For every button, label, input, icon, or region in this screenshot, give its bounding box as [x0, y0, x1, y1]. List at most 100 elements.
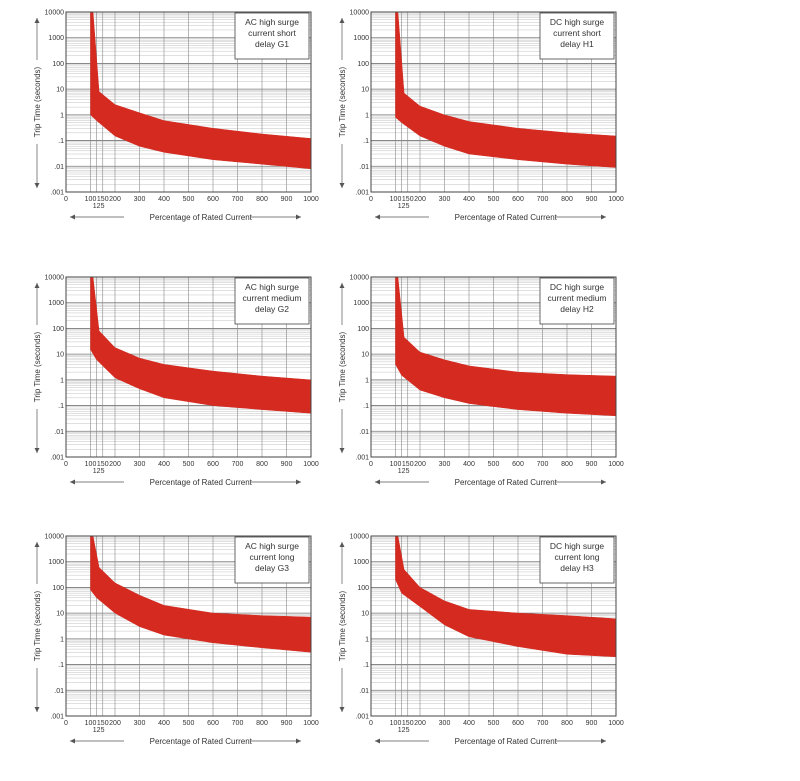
x-tick-label: 100 — [85, 461, 97, 468]
y-arrowhead-bottom — [339, 448, 345, 453]
y-tick-label: .1 — [58, 662, 64, 669]
x-tick-label: 600 — [207, 196, 219, 203]
y-tick-label: 10000 — [45, 534, 65, 541]
y-tick-label: 1 — [365, 636, 369, 643]
x-tick-label-extra: 125 — [93, 203, 105, 210]
y-tick-label: .1 — [363, 662, 369, 669]
y-tick-label: 1 — [60, 636, 64, 643]
x-tick-label: 200 — [414, 720, 426, 727]
x-tick-label: 600 — [207, 720, 219, 727]
y-arrowhead-top — [34, 283, 40, 288]
plot-frame — [65, 535, 312, 717]
y-tick-label: 1 — [60, 112, 64, 119]
x-arrowhead-left — [70, 479, 75, 485]
x-arrowhead-right — [601, 738, 606, 744]
chart-title-box — [234, 12, 310, 60]
x-tick-label: 400 — [158, 720, 170, 727]
x-tick-label: 400 — [158, 196, 170, 203]
x-tick-label: 600 — [512, 720, 524, 727]
x-tick-label: 0 — [64, 461, 68, 468]
x-arrowhead-left — [375, 214, 380, 220]
x-tick-label: 800 — [561, 720, 573, 727]
y-tick-label: .01 — [359, 688, 369, 695]
y-tick-label: .001 — [355, 455, 369, 462]
x-tick-label: 700 — [537, 196, 549, 203]
y-tick-label: 10000 — [350, 275, 370, 282]
chart-title-line: current long — [555, 552, 600, 562]
x-tick-label: 200 — [109, 461, 121, 468]
x-tick-label: 500 — [183, 196, 195, 203]
x-axis-label: Percentage of Rated Current — [150, 213, 253, 222]
x-tick-label: 1000 — [303, 461, 319, 468]
x-axis-label: Percentage of Rated Current — [150, 737, 253, 746]
x-tick-label: 0 — [369, 196, 373, 203]
x-tick-label: 100 — [390, 720, 402, 727]
x-arrowhead-right — [601, 479, 606, 485]
y-tick-label: 1000 — [353, 300, 369, 307]
trip-band — [90, 11, 312, 170]
x-tick-label: 800 — [256, 461, 268, 468]
y-axis-label: Trip Time (seconds) — [338, 66, 347, 137]
y-tick-label: 100 — [52, 326, 64, 333]
y-tick-label: .1 — [363, 403, 369, 410]
chart-title-box — [539, 277, 615, 325]
x-tick-label: 400 — [158, 461, 170, 468]
y-arrowhead-bottom — [34, 183, 40, 188]
x-tick-label: 500 — [183, 461, 195, 468]
x-tick-label: 300 — [439, 720, 451, 727]
x-tick-label: 150 — [402, 720, 414, 727]
y-arrowhead-bottom — [34, 448, 40, 453]
chart-title-line: current long — [250, 552, 295, 562]
x-tick-label: 0 — [64, 196, 68, 203]
y-tick-label: .001 — [50, 190, 64, 197]
y-axis-label: Trip Time (seconds) — [33, 590, 42, 661]
x-tick-label-extra: 125 — [398, 727, 410, 734]
chart-title-box — [539, 536, 615, 584]
y-tick-label: 1000 — [48, 300, 64, 307]
chart-title-line: AC high surge — [245, 541, 299, 551]
y-tick-label: .01 — [54, 688, 64, 695]
x-tick-label: 400 — [463, 461, 475, 468]
x-tick-label: 0 — [64, 720, 68, 727]
x-arrowhead-left — [70, 738, 75, 744]
x-tick-label: 900 — [281, 461, 293, 468]
x-tick-label: 150 — [402, 461, 414, 468]
x-arrowhead-right — [296, 479, 301, 485]
chart-title-line: current short — [553, 28, 601, 38]
y-tick-label: 10 — [56, 611, 64, 618]
plot-frame — [65, 276, 312, 458]
chart-title-line: current medium — [547, 293, 606, 303]
x-tick-label: 500 — [488, 720, 500, 727]
y-arrowhead-top — [34, 542, 40, 547]
y-tick-label: 1000 — [353, 559, 369, 566]
x-arrowhead-left — [70, 214, 75, 220]
y-tick-label: 10000 — [45, 275, 65, 282]
y-tick-label: .1 — [58, 138, 64, 145]
plot-frame — [370, 535, 617, 717]
y-arrowhead-top — [339, 18, 345, 23]
trip-band — [90, 535, 312, 653]
x-tick-label: 800 — [561, 461, 573, 468]
y-tick-label: 100 — [357, 61, 369, 68]
x-axis-label: Percentage of Rated Current — [455, 213, 558, 222]
x-tick-label: 100 — [390, 196, 402, 203]
y-tick-label: 10000 — [45, 10, 65, 17]
x-arrowhead-right — [296, 738, 301, 744]
chart-title-box — [234, 277, 310, 325]
x-tick-label: 0 — [369, 720, 373, 727]
y-tick-label: 100 — [357, 326, 369, 333]
x-tick-label: 150 — [97, 461, 109, 468]
x-tick-label: 0 — [369, 461, 373, 468]
y-tick-label: 10000 — [350, 534, 370, 541]
y-tick-label: 10 — [361, 87, 369, 94]
y-axis-label: Trip Time (seconds) — [33, 331, 42, 402]
chart-title-box — [539, 12, 615, 60]
x-tick-label: 700 — [537, 461, 549, 468]
x-tick-label: 500 — [488, 461, 500, 468]
trip-band — [90, 276, 312, 414]
x-axis-label: Percentage of Rated Current — [150, 478, 253, 487]
chart-title-box — [234, 536, 310, 584]
